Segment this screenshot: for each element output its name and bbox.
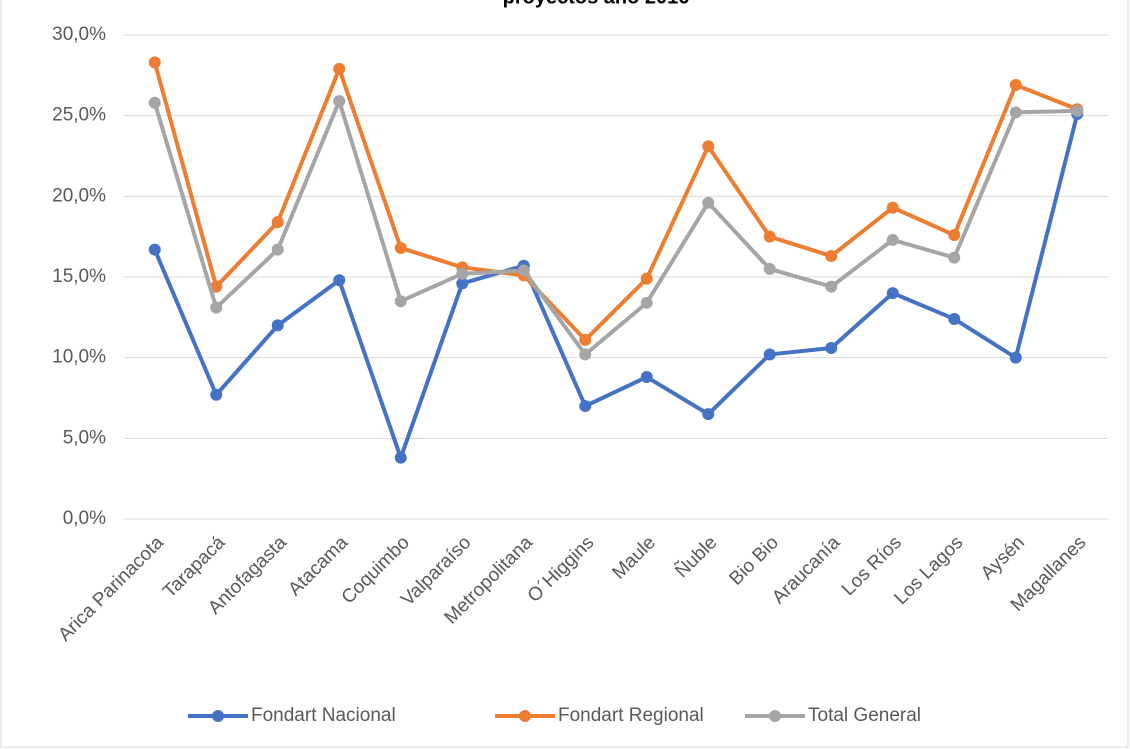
data-point <box>763 348 776 361</box>
data-point <box>579 348 592 361</box>
data-point <box>148 243 161 256</box>
data-point <box>948 229 961 242</box>
data-point <box>948 251 961 264</box>
data-point <box>702 140 715 153</box>
legend-label: Total General <box>808 705 921 726</box>
data-point <box>394 241 407 254</box>
data-point <box>456 267 469 280</box>
y-tick-label: 10,0% <box>52 347 106 368</box>
data-point <box>886 233 899 246</box>
data-point <box>763 262 776 275</box>
y-tick-label: 25,0% <box>52 105 106 126</box>
legend-marker <box>519 710 531 722</box>
data-point <box>271 243 284 256</box>
data-point <box>640 371 653 384</box>
chart-title: proyectos año 2016 <box>503 0 690 8</box>
data-point <box>763 230 776 243</box>
data-point <box>210 301 223 314</box>
data-point <box>333 95 346 108</box>
data-point <box>333 62 346 75</box>
data-point <box>825 341 838 354</box>
data-point <box>210 388 223 401</box>
data-point <box>886 201 899 214</box>
data-point <box>271 216 284 229</box>
legend-label: Fondart Regional <box>558 705 704 726</box>
data-point <box>579 400 592 413</box>
data-point <box>456 277 469 290</box>
data-point <box>271 319 284 332</box>
data-point <box>1009 79 1022 92</box>
legend-marker <box>769 710 781 722</box>
data-point <box>1009 106 1022 119</box>
data-point <box>640 272 653 285</box>
data-point <box>702 196 715 209</box>
y-tick-label: 20,0% <box>52 185 106 206</box>
data-point <box>640 296 653 309</box>
data-point <box>394 295 407 308</box>
legend-marker <box>212 710 224 722</box>
y-tick-label: 0,0% <box>63 508 106 529</box>
data-point <box>148 56 161 69</box>
data-point <box>886 287 899 300</box>
data-point <box>517 264 530 277</box>
y-tick-label: 5,0% <box>63 427 106 448</box>
data-point <box>333 274 346 287</box>
data-point <box>702 408 715 421</box>
data-point <box>1071 104 1084 117</box>
data-point <box>948 312 961 325</box>
data-point <box>825 280 838 293</box>
data-point <box>148 96 161 109</box>
data-point <box>579 333 592 346</box>
y-tick-label: 30,0% <box>52 24 106 45</box>
data-point <box>210 280 223 293</box>
data-point <box>825 250 838 263</box>
legend-label: Fondart Nacional <box>251 705 396 726</box>
series-line <box>152 99 1078 357</box>
series-line <box>152 113 1080 460</box>
series-line <box>152 61 1078 342</box>
y-tick-label: 15,0% <box>52 266 106 287</box>
data-point <box>1009 351 1022 364</box>
data-point <box>394 451 407 464</box>
